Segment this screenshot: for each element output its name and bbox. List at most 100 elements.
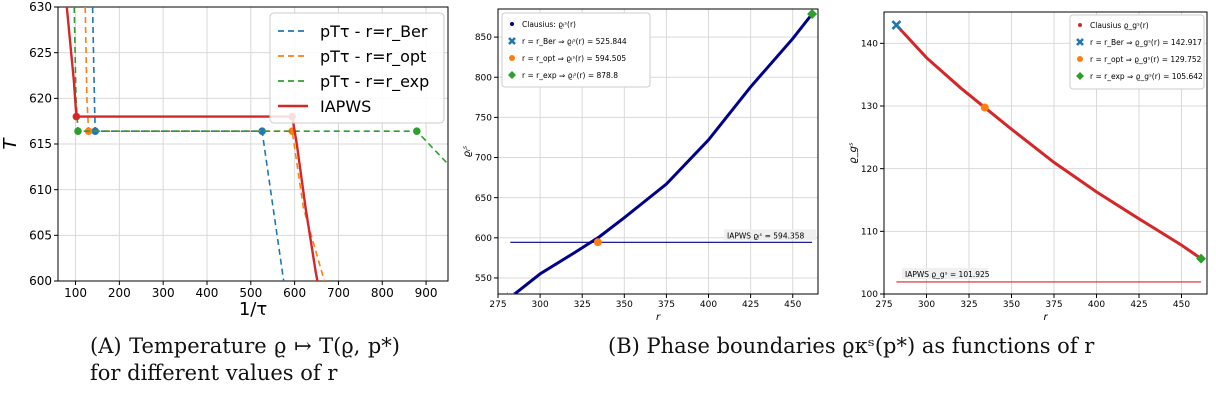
caption-a-label: (A) [90, 334, 122, 358]
c-plot-area [891, 20, 1207, 283]
b-legend-box [501, 12, 651, 88]
caption-a-text: Temperature ϱ ↦ T(ϱ, p*) for different v… [90, 334, 400, 385]
a-x-tick-label: 700 [327, 286, 350, 300]
c-x-tick-label: 425 [1130, 300, 1147, 310]
b-frame [497, 8, 819, 295]
a-x-tick-label: 300 [152, 286, 175, 300]
c-x-tick-label: 275 [875, 300, 892, 310]
a-legend: pTτ - r=r_Ber pTτ - r=r_opt pTτ - r=r_exp I… [269, 12, 445, 124]
c-point-1 [980, 103, 989, 112]
c-y-tick-label: 100 [861, 290, 878, 300]
c-legend-label-1: r = r_Ber ⇒ ϱ_gˢ(r) = 142.917 [1090, 38, 1202, 47]
b-y-tick-label: 850 [475, 33, 492, 43]
b-y-tick-label: 750 [475, 114, 492, 124]
c-y-tick-label: 120 [861, 165, 878, 175]
a-legend-label-0: pTτ - r=r_Ber [320, 22, 428, 42]
c-x-tick-label: 300 [918, 300, 935, 310]
a-legend-box [269, 12, 445, 124]
a-x-tick-label: 400 [196, 286, 219, 300]
b-x-axis-label: r [656, 312, 661, 323]
a-series-marker-0 [258, 127, 266, 136]
b-legend-marker-2 [509, 55, 515, 61]
b-legend-label-1: r = r_Ber ⇒ ϱₗˢ(r) = 525.844 [522, 37, 627, 46]
c-legend-label-3: r = r_exp ⇒ ϱ_gˢ(r) = 105.642 [1090, 72, 1203, 81]
a-y-axis-label: T [0, 137, 21, 150]
c-iapws-label-bg [902, 267, 988, 279]
c-clausius-curve [895, 24, 1202, 260]
b-legend-marker-0 [510, 22, 514, 26]
b-x-tick-label: 325 [574, 300, 591, 310]
a-y-tick-label: 620 [29, 92, 52, 106]
b-x-tick-label: 375 [658, 300, 675, 310]
c-legend-marker-0 [1078, 23, 1082, 27]
a-y-tick-label: 615 [29, 137, 52, 151]
a-frame [57, 6, 449, 282]
c-x-tick-label: 325 [960, 300, 977, 310]
c-point-2 [1196, 253, 1207, 264]
a-x-tick-label: 100 [64, 286, 87, 300]
c-y-tick-label: 130 [861, 102, 878, 112]
a-x-tick-label: 200 [108, 286, 131, 300]
caption-a: (A) Temperature ϱ ↦ T(ϱ, p*) for differe… [90, 333, 400, 387]
c-legend-label-0: Clausius ϱ_gˢ(r) [1090, 21, 1149, 30]
b-clausius-curve [512, 13, 814, 294]
b-legend-label-2: r = r_opt ⇒ ϱₗˢ(r) = 594.505 [522, 54, 626, 63]
a-series-marker-2 [74, 127, 82, 136]
caption-b: (B) Phase boundaries ϱκˢ(p*) as function… [608, 333, 1168, 360]
b-y-tick-label: 550 [475, 274, 492, 284]
b-x-tick-label: 300 [532, 300, 549, 310]
a-x-tick-label: 800 [371, 286, 394, 300]
c-iapws-label: IAPWS ϱ_gˢ = 101.925 [905, 270, 990, 279]
a-legend-label-1: pTτ - r=r_opt [320, 47, 426, 67]
b-y-tick-label: 650 [475, 194, 492, 204]
a-y-tick-label: 605 [29, 229, 52, 243]
a-series-line-3 [65, 7, 319, 281]
b-y-tick-label: 700 [475, 154, 492, 164]
c-x-axis-label: r [1043, 312, 1048, 323]
a-legend-label-2: pTτ - r=r_exp [320, 72, 429, 92]
caption-b-label: (B) [608, 334, 640, 358]
chart-b: 275 300 325 350 375 400 425 450 550 600 650 700 750 8… [462, 8, 819, 323]
b-legend-label-3: r = r_exp ⇒ ϱₗˢ(r) = 878.8 [522, 71, 618, 80]
a-x-axis-label: 1/τ [239, 299, 267, 320]
b-legend: Clausius: ϱₗˢ(r) r = r_Ber ⇒ ϱₗˢ(r) = 525… [501, 12, 651, 88]
c-x-tick-label: 400 [1088, 300, 1105, 310]
c-point-0 [891, 20, 902, 30]
a-x-tick-label: 500 [239, 286, 262, 300]
b-iapws-label: IAPWS ϱₗˢ = 594.358 [727, 231, 805, 240]
a-x-tick-label: 600 [283, 286, 306, 300]
c-legend-marker-2 [1077, 56, 1083, 62]
b-legend-label-0: Clausius: ϱₗˢ(r) [522, 20, 576, 29]
b-x-tick-label: 275 [489, 300, 506, 310]
a-series-marker-2 [413, 127, 421, 136]
a-y-tick-label: 600 [29, 274, 52, 288]
c-y-axis-label: ϱ_gˢ [848, 142, 859, 164]
b-y-tick-label: 600 [475, 234, 492, 244]
chart-c: 275 300 325 350 375 400 425 450 100 110 120 130 140 r… [848, 11, 1208, 323]
a-y-tick-label: 630 [29, 0, 52, 14]
a-legend-label-3: IAPWS [320, 97, 371, 116]
b-point-0 [505, 292, 515, 294]
b-y-axis-label: ϱₗˢ [462, 145, 473, 157]
c-legend-marker-3 [1076, 72, 1084, 80]
b-x-tick-label: 350 [616, 300, 633, 310]
b-plot-area [505, 9, 818, 294]
c-y-tick-label: 110 [861, 227, 878, 237]
c-x-tick-label: 450 [1173, 300, 1190, 310]
a-series-line-1 [84, 7, 326, 281]
a-y-tick-label: 610 [29, 183, 52, 197]
b-x-tick-label: 450 [784, 300, 801, 310]
b-x-tick-label: 400 [700, 300, 717, 310]
a-series-marker-3 [72, 112, 81, 121]
a-y-tick-label: 625 [29, 46, 52, 60]
a-plot-area [65, 7, 448, 281]
c-frame [883, 11, 1208, 295]
b-legend-marker-3 [508, 71, 516, 79]
caption-b-text: Phase boundaries ϱκˢ(p*) as functions of… [646, 334, 1095, 358]
b-iapws-label-bg [724, 229, 816, 241]
a-x-tick-label: 900 [415, 286, 438, 300]
c-y-tick-label: 140 [861, 39, 878, 49]
b-point-2 [807, 9, 818, 19]
c-legend-box [1069, 14, 1205, 90]
chart-a: 100 200 300 400 500 600 700 800 900 600 605 610 615 6… [0, 0, 449, 320]
